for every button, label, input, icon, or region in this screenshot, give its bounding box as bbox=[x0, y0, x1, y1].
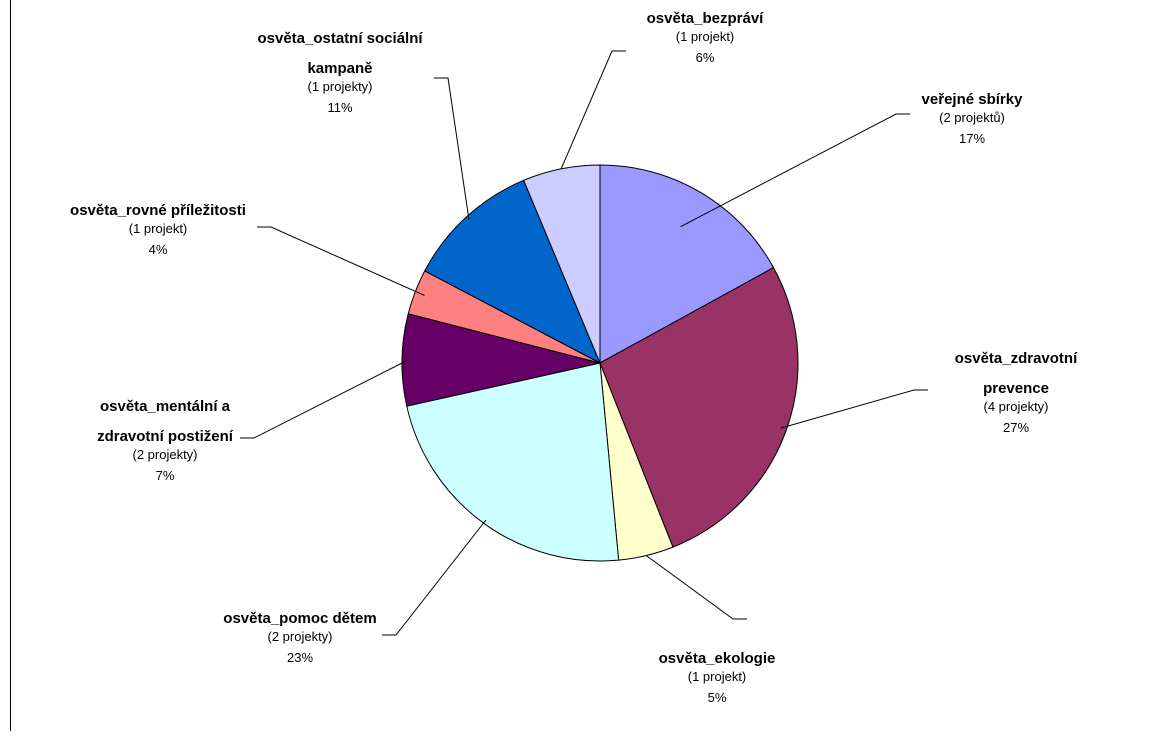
leader-line bbox=[434, 77, 470, 220]
leader-line bbox=[382, 519, 487, 636]
leader-line bbox=[645, 555, 747, 620]
leader-line bbox=[680, 113, 910, 228]
leader-line bbox=[560, 50, 626, 170]
slice-percent-label: 27% bbox=[1003, 420, 1029, 435]
slice-count-label: (1 projekt) bbox=[129, 221, 188, 236]
slice-name-label: osvěta_ostatní sociální bbox=[257, 30, 423, 47]
data-label: osvěta_mentální a zdravotní postižení (2 p… bbox=[97, 398, 234, 483]
slice-count-label: (1 projekt) bbox=[688, 669, 747, 684]
slice-count-label: (2 projekty) bbox=[132, 447, 197, 462]
slice-name-label: kampaně bbox=[307, 60, 372, 77]
slice-name-label: osvěta_mentální a bbox=[100, 398, 231, 415]
slice-name-label: osvěta_zdravotní bbox=[955, 350, 1078, 367]
slice-percent-label: 23% bbox=[287, 650, 313, 665]
slice-count-label: (1 projekty) bbox=[307, 79, 372, 94]
slice-count-label: (4 projekty) bbox=[983, 399, 1048, 414]
slice-percent-label: 6% bbox=[696, 50, 715, 65]
slice-percent-label: 7% bbox=[156, 468, 175, 483]
slice-name-label: osvěta_ekologie bbox=[659, 650, 776, 667]
slice-name-label: osvěta_rovné příležitosti bbox=[70, 202, 246, 219]
slice-name-label: veřejné sbírky bbox=[922, 91, 1024, 108]
data-label: osvěta_ekologie (1 projekt) 5% bbox=[659, 650, 776, 705]
leader-line bbox=[240, 359, 409, 439]
pie-slice bbox=[424, 179, 601, 365]
slice-count-label: (2 projektů) bbox=[939, 110, 1005, 125]
data-label: veřejné sbírky (2 projektů) 17% bbox=[922, 91, 1024, 146]
slice-count-label: (1 projekt) bbox=[676, 29, 735, 44]
data-label: osvěta_rovné příležitosti (1 projekt) 4% bbox=[70, 202, 246, 257]
slice-percent-label: 11% bbox=[327, 100, 352, 115]
data-label: osvěta_pomoc dětem (2 projekty) 23% bbox=[223, 610, 376, 665]
chart-left-border bbox=[10, 0, 11, 731]
slice-name-label: osvěta_pomoc dětem bbox=[223, 610, 376, 627]
slice-count-label: (2 projekty) bbox=[267, 629, 332, 644]
leader-line bbox=[257, 226, 425, 296]
data-label: osvěta_zdravotní prevence (4 projekty) 27% bbox=[955, 350, 1078, 435]
leader-line bbox=[780, 389, 928, 429]
pie-slice bbox=[599, 164, 775, 364]
slice-percent-label: 17% bbox=[959, 131, 985, 146]
data-label: osvěta_bezpráví (1 projekt) 6% bbox=[647, 10, 765, 65]
slice-name-label: prevence bbox=[983, 380, 1049, 397]
slice-percent-label: 5% bbox=[708, 690, 727, 705]
data-label: osvěta_ostatní sociální kampaně (1 projekt… bbox=[257, 30, 423, 115]
slice-name-label: zdravotní postižení bbox=[97, 428, 234, 445]
slice-name-label: osvěta_bezpráví bbox=[647, 10, 765, 27]
slice-percent-label: 4% bbox=[149, 242, 168, 257]
pie-slice bbox=[599, 266, 799, 548]
pie-slice bbox=[522, 164, 601, 364]
